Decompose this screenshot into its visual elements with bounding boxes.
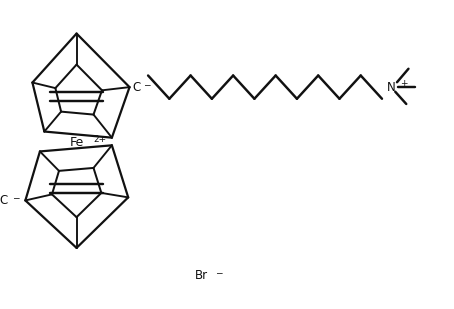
Text: −: − [143, 80, 150, 89]
Text: −: − [12, 193, 20, 202]
Text: Br: Br [194, 269, 207, 282]
Text: −: − [215, 269, 222, 277]
Text: N: N [386, 81, 395, 94]
Text: 2+: 2+ [94, 135, 106, 144]
Text: +: + [400, 79, 408, 88]
Text: Fe: Fe [69, 136, 84, 149]
Text: C: C [132, 81, 140, 94]
Text: C: C [0, 194, 7, 207]
